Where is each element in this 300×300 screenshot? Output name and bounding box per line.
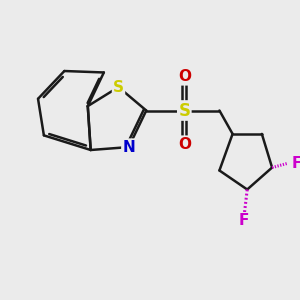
Text: O: O <box>178 69 191 84</box>
Text: F: F <box>291 156 300 171</box>
Text: O: O <box>178 136 191 152</box>
Text: N: N <box>122 140 135 154</box>
Text: S: S <box>113 80 124 94</box>
Text: F: F <box>239 213 250 228</box>
Text: S: S <box>178 101 190 119</box>
